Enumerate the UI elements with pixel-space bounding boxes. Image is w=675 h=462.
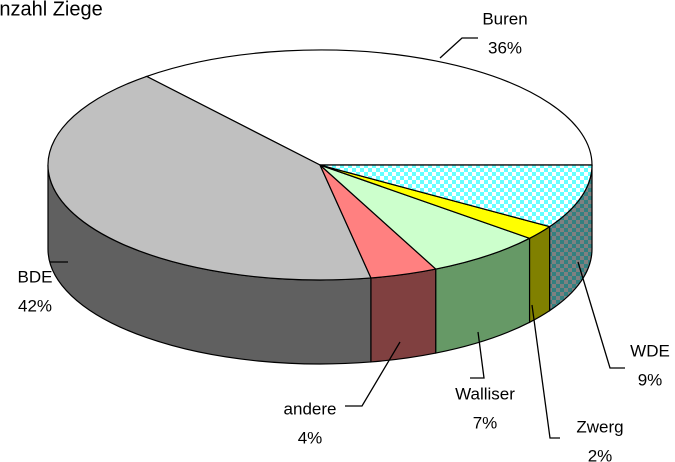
slice-label: andere	[284, 399, 337, 418]
slice-label: Walliser	[455, 384, 515, 403]
slice-value-label: 9%	[638, 370, 663, 389]
slice-value-label: 36%	[488, 38, 522, 57]
slice-side	[370, 268, 437, 363]
slice-label: BDE	[18, 267, 53, 286]
slice	[145, 49, 593, 166]
slice	[47, 75, 372, 281]
slice-value-label: 2%	[588, 446, 613, 462]
slice-label: Zwerg	[576, 417, 623, 436]
slice-label: Buren	[482, 9, 527, 28]
chart-title: Anzahl Ziege	[0, 0, 103, 20]
pie	[47, 49, 593, 365]
slice-value-label: 7%	[473, 413, 498, 432]
slice	[319, 164, 532, 270]
slice-value-label: 42%	[18, 296, 52, 315]
slice	[319, 164, 593, 228]
leader-lines	[50, 37, 625, 439]
slice-label: WDE	[630, 341, 670, 360]
slice-value-label: 4%	[298, 428, 323, 447]
